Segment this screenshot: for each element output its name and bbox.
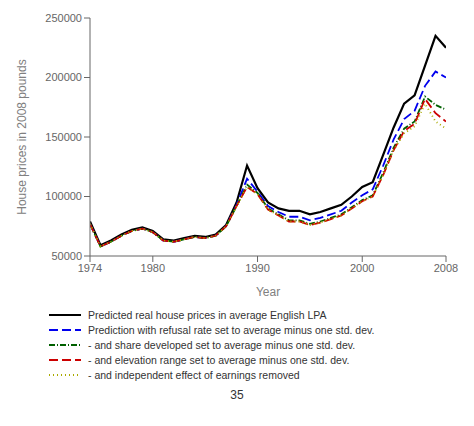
html-text:35: 35 xyxy=(230,388,244,402)
html-text:Predicted real house prices in: Predicted real house prices in average E… xyxy=(88,308,327,321)
svg-text:200000: 200000 xyxy=(45,71,82,83)
svg-text:250000: 250000 xyxy=(45,12,82,24)
svg-text:Year: Year xyxy=(256,285,280,299)
svg-text:1980: 1980 xyxy=(141,262,165,274)
html-text:- and share developed set to a: - and share developed set to average min… xyxy=(88,338,356,351)
svg-text:2000: 2000 xyxy=(350,262,374,274)
svg-text:House prices in 2008 pounds: House prices in 2008 pounds xyxy=(15,59,29,214)
html-text:- and elevation range set to a: - and elevation range set to average min… xyxy=(88,353,350,366)
svg-text:100000: 100000 xyxy=(45,190,82,202)
svg-text:2008: 2008 xyxy=(434,262,458,274)
html-text:- and independent effect of ea: - and independent effect of earnings rem… xyxy=(88,368,300,381)
svg-text:1990: 1990 xyxy=(245,262,269,274)
html-text:Prediction with refusal rate s: Prediction with refusal rate set to aver… xyxy=(88,323,375,336)
svg-text:1974: 1974 xyxy=(78,262,102,274)
svg-text:50000: 50000 xyxy=(51,250,82,262)
svg-text:150000: 150000 xyxy=(45,131,82,143)
